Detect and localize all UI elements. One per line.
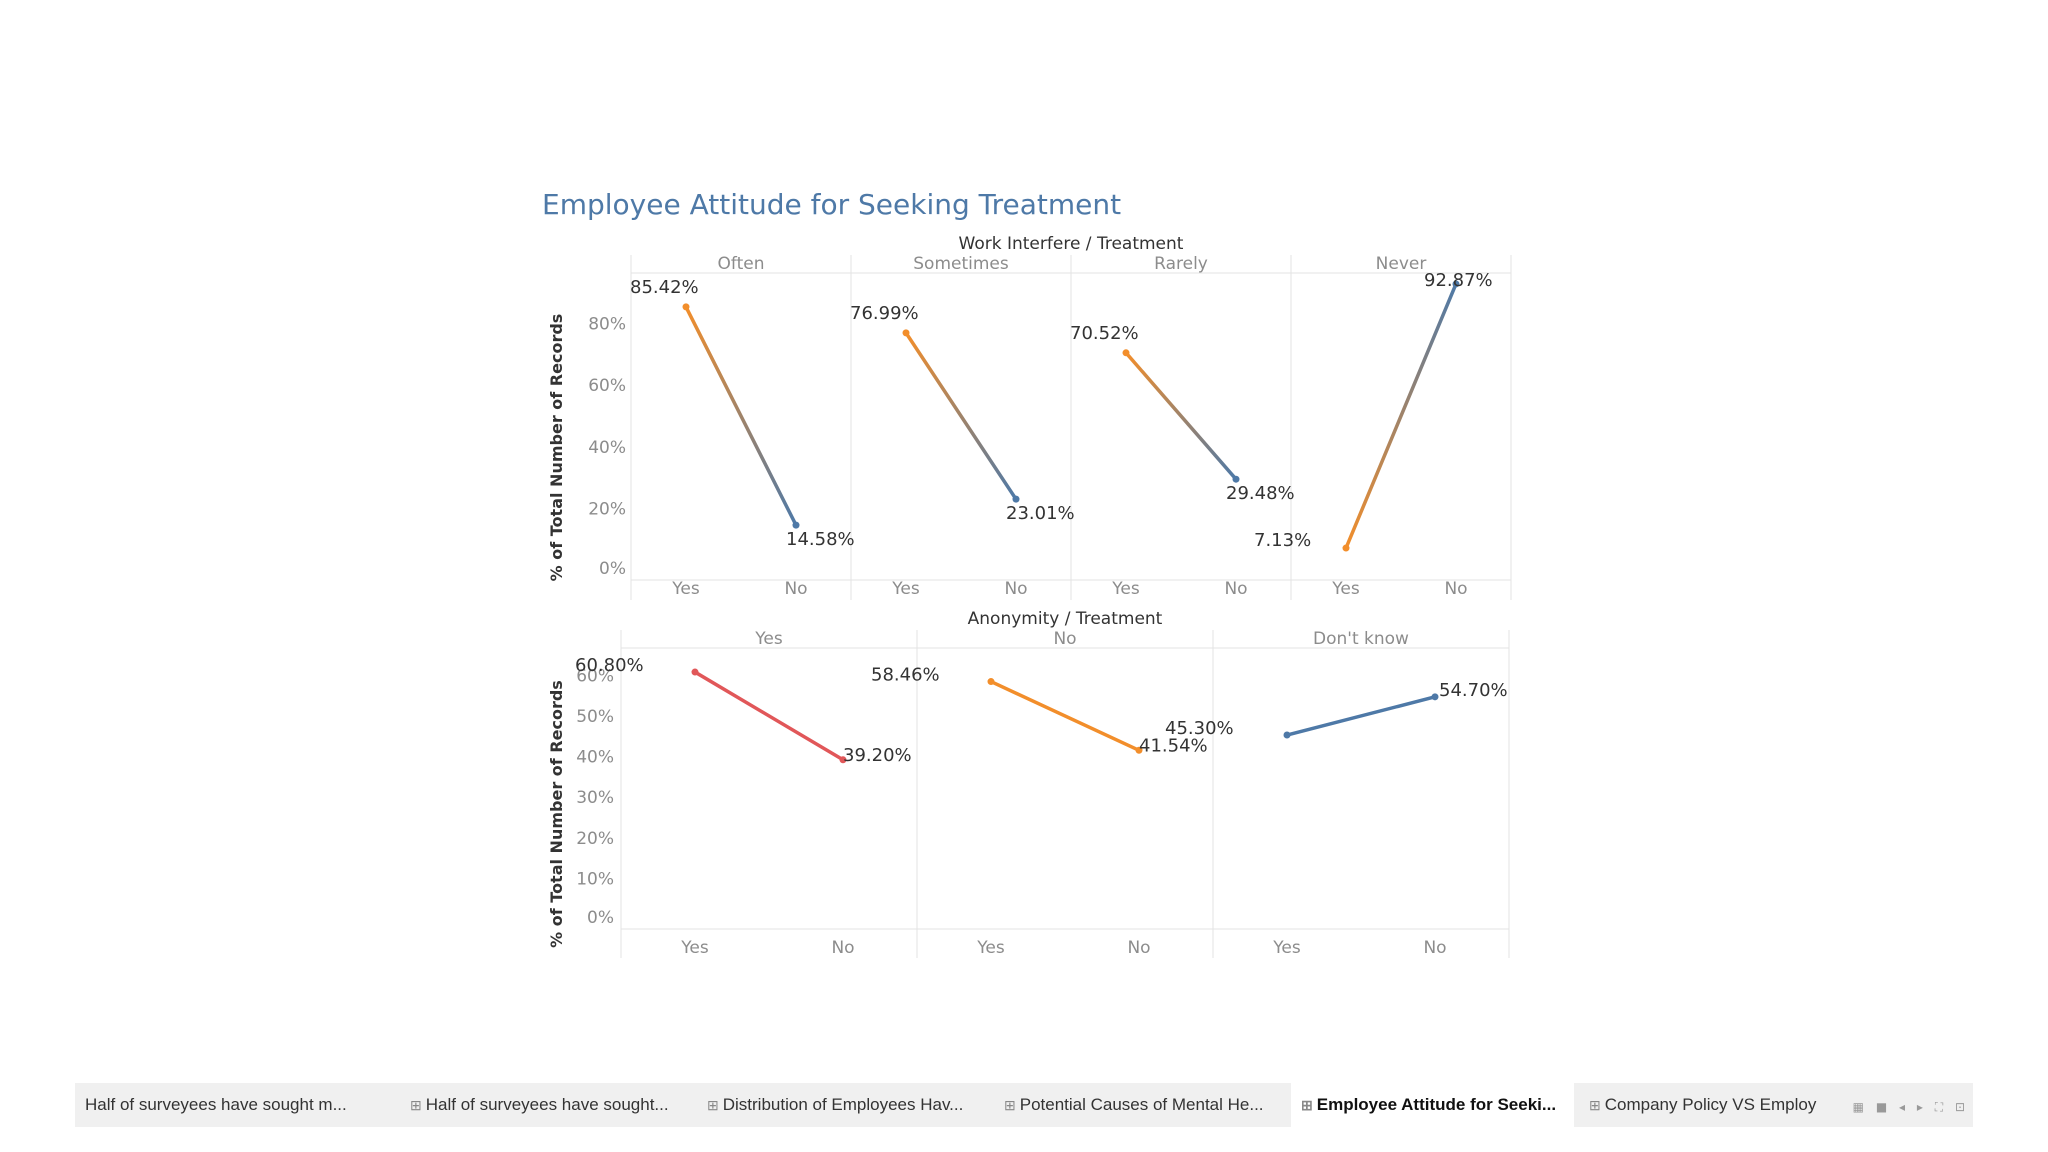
sheet-tab-label: Potential Causes of Mental He... bbox=[1019, 1095, 1264, 1114]
sheet-tab-bar: Half of surveyees have sought m... ⊞ Half … bbox=[75, 1083, 1973, 1127]
chart-1-ytick: 20% bbox=[576, 829, 614, 849]
panel-header-rarely: Rarely bbox=[1154, 254, 1208, 274]
data-label: 76.99% bbox=[850, 303, 919, 324]
data-label: 85.42% bbox=[630, 277, 699, 298]
chart-0-ytick: 40% bbox=[588, 438, 626, 458]
data-point bbox=[1232, 475, 1240, 483]
sheet-tab-4[interactable]: ⊞ Potential Causes of Mental He... bbox=[994, 1083, 1286, 1127]
panel-header-no: No bbox=[1053, 629, 1076, 649]
sheet-tab-5[interactable]: ⊞ Employee Attitude for Seeki... bbox=[1291, 1083, 1574, 1127]
fullscreen-icon[interactable]: ⛶ bbox=[1934, 1100, 1944, 1114]
dashboard-icon: ⊞ bbox=[1301, 1097, 1313, 1113]
single-view-icon[interactable]: ■ bbox=[1875, 1100, 1888, 1114]
data-point bbox=[902, 329, 910, 337]
sheet-tab-label: Company Policy VS Employ bbox=[1604, 1095, 1817, 1114]
dashboard-icon: ⊞ bbox=[707, 1097, 719, 1113]
chart-0-ytick: 20% bbox=[588, 499, 626, 519]
sheet-tab-label: Half of surveyees have sought m... bbox=[85, 1095, 347, 1114]
panel-header-sometimes: Sometimes bbox=[913, 254, 1009, 274]
sheet-tab-3[interactable]: ⊞ Distribution of Employees Hav... bbox=[697, 1083, 989, 1127]
data-label: 54.70% bbox=[1439, 680, 1508, 701]
sheet-tab-2[interactable]: ⊞ Half of surveyees have sought... bbox=[400, 1083, 692, 1127]
x-tick-yes: Yes bbox=[671, 579, 700, 599]
series-line bbox=[904, 331, 1018, 501]
data-point bbox=[1283, 731, 1291, 739]
chart-1-ytick: 50% bbox=[576, 707, 614, 727]
data-label: 45.30% bbox=[1165, 718, 1234, 739]
chart-1-ytick: 10% bbox=[576, 869, 614, 889]
data-label: 29.48% bbox=[1226, 483, 1295, 504]
data-point bbox=[1135, 746, 1143, 754]
x-tick-no: No bbox=[1224, 579, 1247, 599]
dashboard-icon: ⊞ bbox=[410, 1097, 422, 1113]
chart-0-title: Work Interfere / Treatment bbox=[959, 234, 1184, 254]
tab-controls: ▦ ■ ◂ ▸ ⛶ ⊡ bbox=[1845, 1083, 1965, 1127]
dashboard-title: Employee Attitude for Seeking Treatment bbox=[542, 188, 1122, 221]
series-line bbox=[684, 305, 798, 527]
data-label: 23.01% bbox=[1006, 503, 1075, 524]
data-label: 70.52% bbox=[1070, 323, 1139, 344]
chart-1-ylabel: % of Total Number of Records bbox=[547, 680, 566, 948]
data-label: 7.13% bbox=[1254, 530, 1311, 551]
grid-view-icon[interactable]: ▦ bbox=[1852, 1100, 1864, 1114]
x-tick-no: No bbox=[1127, 938, 1150, 958]
chart-0-ylabel: % of Total Number of Records bbox=[547, 314, 566, 582]
next-tab-icon[interactable]: ▸ bbox=[1916, 1100, 1923, 1114]
data-label: 14.58% bbox=[786, 529, 855, 550]
x-tick-no: No bbox=[1444, 579, 1467, 599]
data-point bbox=[1452, 280, 1460, 288]
data-point bbox=[1342, 544, 1350, 552]
x-tick-no: No bbox=[1423, 938, 1446, 958]
chart-1-title: Anonymity / Treatment bbox=[968, 609, 1163, 629]
present-icon[interactable]: ⊡ bbox=[1954, 1100, 1965, 1114]
data-label: 39.20% bbox=[843, 745, 912, 766]
prev-tab-icon[interactable]: ◂ bbox=[1898, 1100, 1906, 1114]
charts-canvas: Work Interfere / Treatment % of Total Num… bbox=[547, 234, 1512, 958]
data-label: 92.87% bbox=[1424, 270, 1493, 291]
panel-header-yes: Yes bbox=[754, 629, 783, 649]
x-tick-yes: Yes bbox=[1111, 579, 1140, 599]
data-point bbox=[1012, 495, 1020, 503]
data-point bbox=[682, 303, 690, 311]
data-point bbox=[792, 521, 800, 529]
chart-1-ytick: 60% bbox=[576, 666, 614, 686]
data-label: 58.46% bbox=[871, 665, 940, 686]
data-label: 60.80% bbox=[575, 655, 644, 676]
x-tick-yes: Yes bbox=[1331, 579, 1360, 599]
sheet-tab-label: Employee Attitude for Seeki... bbox=[1316, 1095, 1557, 1114]
chart-0-ytick: 80% bbox=[588, 315, 626, 335]
data-point bbox=[1122, 349, 1130, 357]
sheet-tab-label: Distribution of Employees Hav... bbox=[722, 1095, 964, 1114]
dashboard-icon: ⊞ bbox=[1004, 1097, 1016, 1113]
panel-header-never: Never bbox=[1376, 254, 1427, 274]
chart-0-ytick: 0% bbox=[599, 559, 626, 579]
data-point bbox=[839, 756, 847, 764]
x-tick-no: No bbox=[831, 938, 854, 958]
data-point bbox=[1431, 693, 1439, 701]
chart-1-ytick: 0% bbox=[587, 908, 614, 928]
data-label: 41.54% bbox=[1139, 735, 1208, 756]
x-tick-yes: Yes bbox=[891, 579, 920, 599]
series-line bbox=[989, 679, 1141, 753]
data-point bbox=[691, 668, 699, 676]
chart-1-ytick: 30% bbox=[576, 788, 614, 808]
chart-1-ytick: 40% bbox=[576, 748, 614, 768]
x-tick-no: No bbox=[784, 579, 807, 599]
sheet-tab-label: Half of surveyees have sought... bbox=[425, 1095, 669, 1114]
x-tick-yes: Yes bbox=[680, 938, 709, 958]
series-line bbox=[1124, 351, 1238, 481]
series-line bbox=[1285, 695, 1437, 737]
sheet-tab-6[interactable]: ⊞ Company Policy VS Employ bbox=[1579, 1083, 1889, 1127]
panel-header-don-t-know: Don't know bbox=[1313, 629, 1409, 649]
series-line bbox=[1344, 282, 1458, 550]
chart-0-ytick: 60% bbox=[588, 376, 626, 396]
series-line bbox=[693, 670, 845, 762]
x-tick-yes: Yes bbox=[976, 938, 1005, 958]
panel-header-often: Often bbox=[718, 254, 765, 274]
x-tick-yes: Yes bbox=[1272, 938, 1301, 958]
sheet-tab-1[interactable]: Half of surveyees have sought m... bbox=[75, 1083, 395, 1127]
dashboard-icon: ⊞ bbox=[1589, 1097, 1601, 1113]
x-tick-no: No bbox=[1004, 579, 1027, 599]
data-point bbox=[987, 678, 995, 686]
